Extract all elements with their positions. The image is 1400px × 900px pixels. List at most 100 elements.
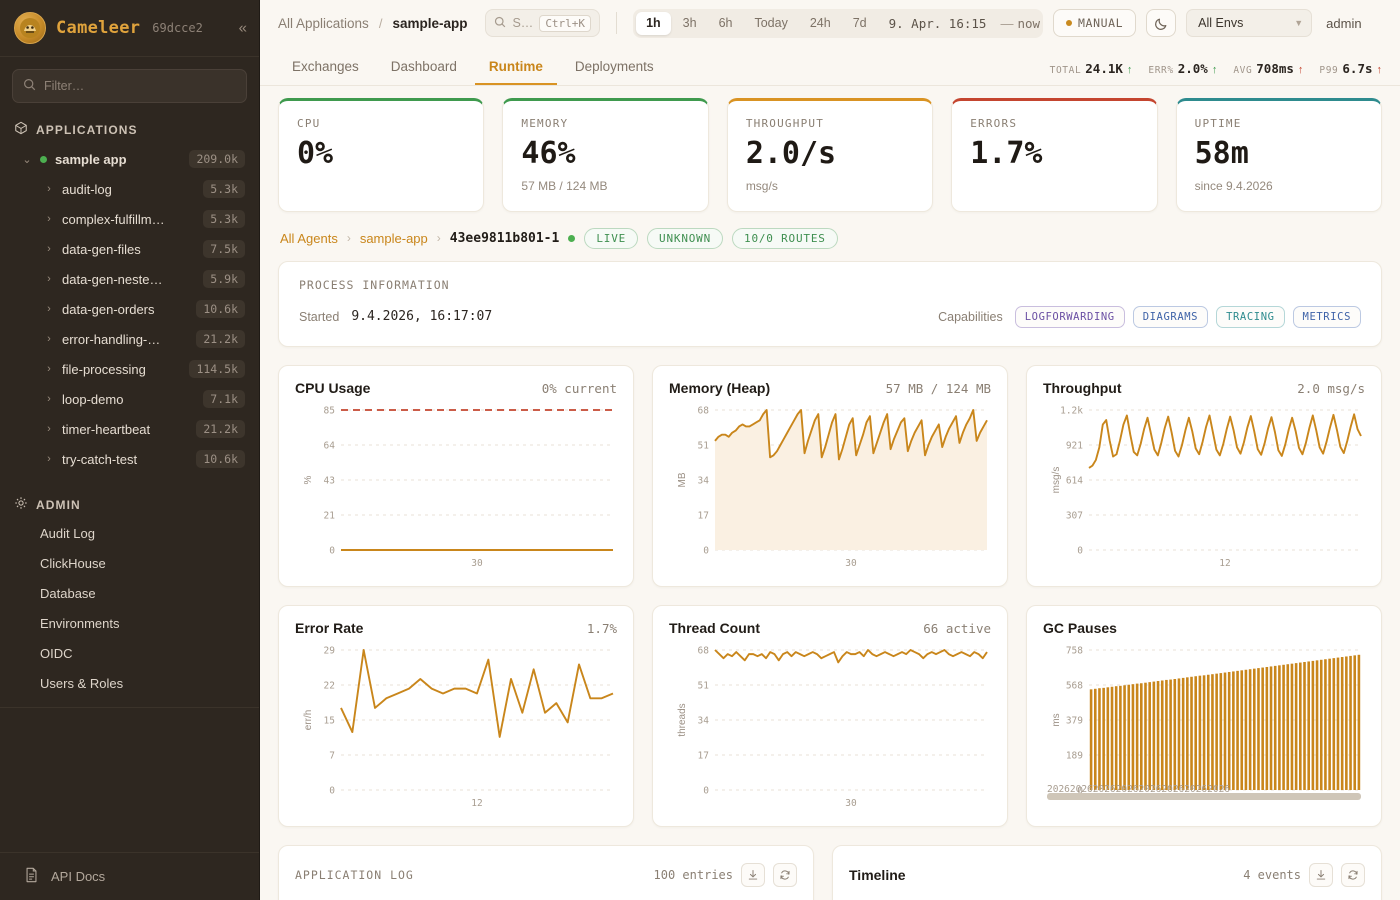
- sidebar-item-sample-app[interactable]: ⌄ sample app 209.0k: [0, 144, 259, 174]
- chevrons-left-icon[interactable]: «: [238, 19, 247, 37]
- chart-card-cpu-usage: CPU Usage 0% current 0 21 43 64 85% 30: [278, 364, 634, 587]
- chevron-right-icon[interactable]: ›: [47, 243, 51, 255]
- breadcrumb-all-agents[interactable]: All Agents: [280, 230, 338, 246]
- sidebar-item-users-roles[interactable]: Users & Roles: [40, 676, 124, 691]
- chevron-right-icon[interactable]: ›: [47, 273, 51, 285]
- moon-icon[interactable]: [1146, 9, 1177, 37]
- tab-bar: Exchanges Dashboard Runtime Deployments …: [260, 46, 1400, 86]
- svg-text:34: 34: [698, 715, 710, 726]
- build-hash: 69dcce2: [152, 21, 203, 35]
- sidebar-item-data-gen-orders[interactable]: › data-gen-orders 10.6k: [0, 294, 259, 324]
- chevron-right-icon[interactable]: ›: [47, 213, 51, 225]
- stat-value: 6.7s: [1342, 61, 1373, 76]
- svg-text:%: %: [303, 475, 314, 484]
- tab-runtime[interactable]: Runtime: [474, 59, 557, 85]
- range-6h[interactable]: 6h: [718, 15, 733, 30]
- sidebar-item-data-gen-nested[interactable]: › data-gen-neste… 5.9k: [0, 264, 259, 294]
- chevron-right-icon[interactable]: ›: [47, 333, 51, 345]
- timeline-title: Timeline: [849, 866, 906, 883]
- tree-item-label: try-catch-test: [62, 451, 138, 467]
- kpi-row: CPU 0% MEMORY 46% 57 MB / 124 MB THROUGH…: [278, 98, 1383, 212]
- chart-header: Throughput 2.0 msg/s: [1043, 380, 1365, 396]
- tree-item-label: loop-demo: [62, 391, 124, 407]
- tab-exchanges[interactable]: Exchanges: [292, 59, 359, 74]
- refresh-mode-button[interactable]: MANUAL: [1053, 9, 1137, 37]
- svg-text:7: 7: [329, 750, 335, 761]
- status-dot: [40, 155, 47, 163]
- chart-plot-area: 0 307 614 921 1.2k msg/s 12: [1043, 402, 1365, 574]
- stat-key: ERR%: [1148, 65, 1174, 76]
- range-dash: —: [1000, 15, 1014, 31]
- capability-diagrams: DIAGRAMS: [1132, 305, 1209, 328]
- sidebar-item-file-processing[interactable]: › file-processing 114.5k: [0, 354, 259, 384]
- chevron-right-icon[interactable]: ›: [47, 423, 51, 435]
- applications-section-header: APPLICATIONS: [0, 113, 259, 144]
- sidebar-item-oidc[interactable]: OIDC: [40, 646, 73, 661]
- sidebar-item-complex-fulfillment[interactable]: › complex-fulfillm… 5.3k: [0, 204, 259, 234]
- sidebar-item-database[interactable]: Database: [40, 586, 96, 601]
- range-today[interactable]: Today: [754, 15, 788, 30]
- sidebar-item-data-gen-files[interactable]: › data-gen-files 7.5k: [0, 234, 259, 264]
- search-icon: [23, 78, 36, 94]
- tree-item-count: 5.3k: [203, 210, 245, 228]
- svg-text:68: 68: [698, 645, 710, 656]
- svg-text:MB: MB: [677, 472, 688, 487]
- sidebar-item-audit-log[interactable]: › audit-log 5.3k: [0, 174, 259, 204]
- range-24h[interactable]: 24h: [809, 15, 831, 30]
- sidebar-item-environments[interactable]: Environments: [40, 616, 120, 631]
- breadcrumb-all-applications[interactable]: All Applications: [278, 15, 369, 31]
- range-to[interactable]: now: [1017, 15, 1041, 31]
- chart-title: Error Rate: [295, 619, 364, 636]
- chevron-right-icon[interactable]: ›: [47, 363, 51, 375]
- user-menu[interactable]: admin: [1326, 15, 1362, 31]
- breadcrumb-separator: ›: [346, 231, 351, 245]
- kpi-label: MEMORY: [521, 117, 569, 130]
- started-label: Started: [299, 309, 340, 324]
- environment-select[interactable]: All Envs ▼: [1186, 9, 1313, 37]
- tab-deployments[interactable]: Deployments: [574, 59, 654, 74]
- global-search[interactable]: S… Ctrl+K: [485, 9, 601, 37]
- kpi-label: ERRORS: [970, 117, 1018, 130]
- chart-title: Memory (Heap): [669, 379, 771, 396]
- tree-item-label: data-gen-orders: [62, 301, 155, 317]
- chart-plot-area: 0 21 43 64 85% 30: [295, 402, 617, 574]
- sidebar-item-clickhouse[interactable]: ClickHouse: [40, 556, 106, 571]
- range-3h[interactable]: 3h: [682, 15, 697, 30]
- chevron-right-icon[interactable]: ›: [47, 303, 51, 315]
- range-1h[interactable]: 1h: [636, 11, 671, 35]
- refresh-icon[interactable]: [773, 862, 797, 887]
- range-from[interactable]: 9. Apr. 16:15: [888, 15, 987, 31]
- chevron-down-icon[interactable]: ⌄: [22, 153, 32, 166]
- svg-text:568: 568: [1066, 680, 1083, 691]
- capability-logforwarding: LOGFORWARDING: [1014, 305, 1125, 328]
- sidebar-item-api-docs[interactable]: API Docs: [0, 852, 259, 900]
- svg-text:30: 30: [471, 558, 483, 569]
- content-scroll-area[interactable]: CPU 0% MEMORY 46% 57 MB / 124 MB THROUGH…: [260, 86, 1400, 900]
- sidebar-item-error-handling[interactable]: › error-handling-… 21.2k: [0, 324, 259, 354]
- tab-dashboard[interactable]: Dashboard: [390, 59, 457, 74]
- svg-text:0: 0: [703, 785, 709, 796]
- svg-text:30: 30: [845, 558, 857, 569]
- sidebar-item-try-catch-test[interactable]: › try-catch-test 10.6k: [0, 444, 259, 474]
- chevron-right-icon[interactable]: ›: [47, 453, 51, 465]
- chevron-right-icon[interactable]: ›: [47, 393, 51, 405]
- status-badge-unknown: UNKNOWN: [647, 227, 724, 249]
- chevron-right-icon[interactable]: ›: [47, 183, 51, 195]
- brand-name: Cameleer: [56, 18, 141, 38]
- sidebar-item-loop-demo[interactable]: › loop-demo 7.1k: [0, 384, 259, 414]
- range-7d[interactable]: 7d: [852, 15, 867, 30]
- sidebar-item-audit-log-admin[interactable]: Audit Log: [40, 526, 95, 541]
- chart-header: Thread Count 66 active: [669, 620, 991, 636]
- refresh-icon[interactable]: [1341, 862, 1365, 887]
- chart-title: Throughput: [1043, 379, 1122, 396]
- svg-text:0: 0: [329, 785, 335, 796]
- download-icon[interactable]: [1309, 862, 1333, 887]
- gear-icon: [14, 496, 28, 513]
- filter-input[interactable]: [44, 79, 236, 93]
- sidebar-item-timer-heartbeat[interactable]: › timer-heartbeat 21.2k: [0, 414, 259, 444]
- chart-card-error-rate: Error Rate 1.7% 0 7 15 22 29 err/h 12: [278, 604, 634, 827]
- filter-box[interactable]: [12, 69, 247, 103]
- download-icon[interactable]: [741, 862, 765, 887]
- breadcrumb-agent-app[interactable]: sample-app: [359, 230, 428, 246]
- chart-current-value: 57 MB / 124 MB: [885, 380, 991, 396]
